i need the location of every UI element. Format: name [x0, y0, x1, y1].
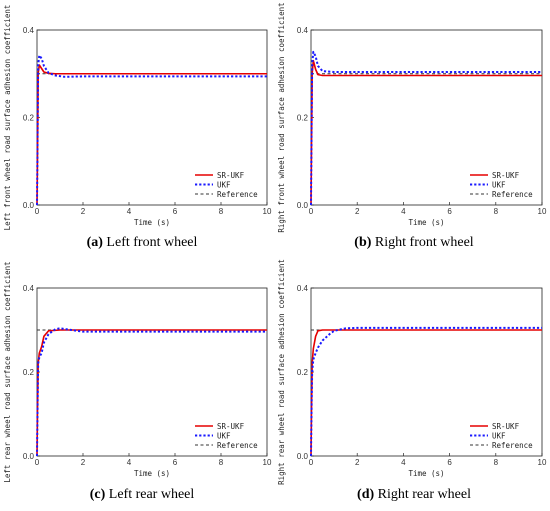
- chart-1-series-sr-ukf-line: [310, 59, 542, 206]
- chart-3-series-sr-ukf-line: [310, 329, 542, 457]
- chart-3-y-tick-label: 0.4: [297, 284, 309, 293]
- chart-2-x-tick-label: 6: [173, 458, 178, 467]
- chart-1: 0 2 4 6 8 10 0.0 0.2 0.4 Time (s) Right front whee…: [277, 2, 547, 250]
- chart-2-legend-label-reference: Reference: [217, 441, 258, 450]
- chart-2-caption: (c) Left rear wheel: [90, 487, 195, 502]
- chart-1-legend-label-reference: Reference: [492, 190, 533, 199]
- chart-1-caption: (b) Right front wheel: [354, 235, 473, 250]
- chart-3-y-tick-label: 0.0: [297, 452, 309, 461]
- chart-0-x-tick-label: 8: [219, 207, 224, 216]
- chart-0-y-tick-label: 0.4: [23, 26, 35, 35]
- chart-1-x-tick-label: 4: [401, 207, 406, 216]
- chart-3-caption-text: Right rear wheel: [378, 487, 471, 502]
- chart-3-x-tick-label: 2: [355, 458, 360, 467]
- chart-1-caption-label: (b): [354, 235, 371, 250]
- chart-1-series-ukf-line: [310, 50, 542, 206]
- chart-2-x-tick-label: 2: [81, 458, 86, 467]
- chart-0: 0 2 4 6 8 10 0.0 0.2 0.4 Time (s) Left front wheel…: [3, 5, 272, 250]
- chart-0-x-tick-label: 10: [263, 207, 272, 216]
- chart-2-x-tick-label: 8: [219, 458, 224, 467]
- chart-0-caption-label: (a): [87, 235, 104, 250]
- chart-3-caption-label: (d): [357, 487, 374, 502]
- chart-2-y-tick-label: 0.2: [23, 368, 35, 377]
- chart-3-y-axis-title: Right rear wheel road surface adhesion c…: [277, 259, 286, 485]
- chart-3-caption: (d) Right rear wheel: [357, 487, 471, 502]
- chart-0-legend-label-reference: Reference: [217, 190, 258, 199]
- chart-3-legend-label-ukf: UKF: [492, 431, 506, 440]
- chart-2-x-tick-label: 4: [127, 458, 132, 467]
- chart-2-legend-label-ukf: UKF: [217, 431, 231, 440]
- chart-3-x-tick-label: 10: [538, 458, 547, 467]
- chart-0-legend-label-sr-ukf: SR-UKF: [217, 171, 245, 180]
- chart-3-x-tick-label: 8: [494, 458, 499, 467]
- chart-3-x-tick-label: 4: [401, 458, 406, 467]
- chart-1-x-tick-label: 10: [538, 207, 547, 216]
- chart-2-series-sr-ukf-line: [36, 329, 267, 457]
- chart-3-series-ukf-line: [310, 326, 542, 457]
- chart-3: 0 2 4 6 8 10 0.0 0.2 0.4 Time (s) Right rear wheel…: [277, 259, 547, 502]
- chart-1-x-tick-label: 8: [494, 207, 499, 216]
- chart-1-legend-label-sr-ukf: SR-UKF: [492, 171, 520, 180]
- chart-0-caption-text: Left front wheel: [106, 235, 197, 250]
- chart-1-caption-text: Right front wheel: [375, 235, 474, 250]
- chart-1-y-tick-label: 0.4: [297, 26, 309, 35]
- chart-0-y-axis-title: Left front wheel road surface adhesion c…: [3, 5, 12, 231]
- chart-3-y-tick-label: 0.2: [297, 368, 309, 377]
- chart-1-x-tick-label: 2: [355, 207, 360, 216]
- chart-0-x-tick-label: 0: [35, 207, 40, 216]
- chart-3-x-axis-title: Time (s): [408, 469, 444, 478]
- chart-1-legend-label-ukf: UKF: [492, 180, 506, 189]
- chart-0-caption: (a) Left front wheel: [87, 235, 198, 250]
- chart-2-y-tick-label: 0.0: [23, 452, 35, 461]
- chart-1-x-tick-label: 6: [447, 207, 452, 216]
- chart-0-x-tick-label: 6: [173, 207, 178, 216]
- chart-2-legend-label-sr-ukf: SR-UKF: [217, 422, 245, 431]
- chart-1-y-tick-label: 0.0: [297, 201, 309, 210]
- chart-2-caption-label: (c): [90, 487, 106, 502]
- chart-2-series-ukf-line: [36, 327, 267, 457]
- chart-1-y-tick-label: 0.2: [297, 114, 309, 123]
- chart-2-caption-text: Left rear wheel: [109, 487, 195, 502]
- chart-3-legend-label-reference: Reference: [492, 441, 533, 450]
- chart-0-x-tick-label: 4: [127, 207, 132, 216]
- chart-2-x-tick-label: 0: [35, 458, 40, 467]
- chart-1-x-axis-title: Time (s): [408, 218, 444, 227]
- chart-2-x-axis-title: Time (s): [134, 469, 170, 478]
- chart-2-y-axis-title: Left rear wheel road surface adhesion co…: [3, 261, 12, 482]
- chart-0-series-ukf-line: [36, 54, 267, 206]
- chart-3-x-tick-label: 0: [309, 458, 314, 467]
- chart-0-y-tick-label: 0.2: [23, 114, 35, 123]
- chart-3-legend-label-sr-ukf: SR-UKF: [492, 422, 520, 431]
- chart-0-series-sr-ukf-line: [36, 64, 267, 206]
- chart-0-y-tick-label: 0.0: [23, 201, 35, 210]
- chart-0-legend-label-ukf: UKF: [217, 180, 231, 189]
- chart-1-x-tick-label: 0: [309, 207, 314, 216]
- chart-1-y-axis-title: Right front wheel road surface adhesion …: [277, 2, 286, 232]
- chart-2-x-tick-label: 10: [263, 458, 272, 467]
- chart-0-x-tick-label: 2: [81, 207, 86, 216]
- chart-3-x-tick-label: 6: [447, 458, 452, 467]
- chart-2-y-tick-label: 0.4: [23, 284, 35, 293]
- chart-2: 0 2 4 6 8 10 0.0 0.2 0.4 Time (s) Left rear wheel …: [3, 261, 272, 502]
- chart-0-x-axis-title: Time (s): [134, 218, 170, 227]
